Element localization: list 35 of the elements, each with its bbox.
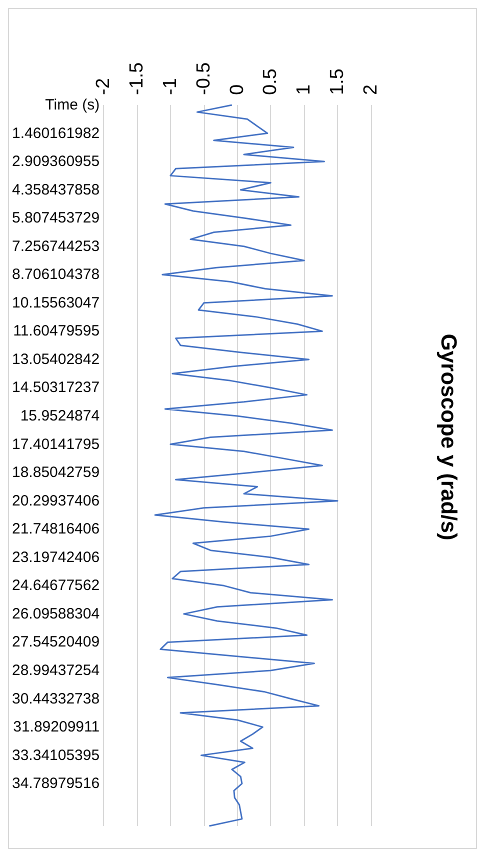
y-tick-label: 18.85042759 (12, 464, 100, 482)
x-tick-label: -0.5 (193, 62, 214, 95)
y-tick-label: 8.706104378 (12, 266, 100, 284)
y-tick-label: 27.54520409 (12, 634, 100, 651)
y-tick-label: 2.909360955 (12, 153, 100, 170)
x-tick-label: 0 (226, 84, 248, 95)
y-tick-label: 31.89209911 (13, 718, 100, 736)
y-tick-label: 17.40141795 (12, 436, 100, 453)
text: Gyroscope y (rad/s) (436, 334, 462, 540)
x-tick-label: -1 (160, 78, 181, 95)
y-tick-label: 23.19742406 (12, 548, 100, 566)
y-tick-label: Time (s) (45, 96, 100, 114)
x-tick-label: -2 (93, 78, 114, 95)
y-tick-label: 4.358437858 (12, 181, 100, 198)
y-tick-label: 20.29937406 (12, 492, 100, 510)
y-tick-label: 33.34105395 (12, 746, 100, 764)
y-tick-label: 15.9524874 (20, 408, 100, 425)
y-tick-label: 24.64677562 (12, 577, 100, 594)
y-tick-label: 1.460161982 (12, 124, 100, 142)
y-tick-label: 30.44332738 (12, 690, 100, 708)
y-tick-label: 7.256744253 (12, 238, 100, 255)
y-tick-label: 5.807453729 (12, 210, 100, 227)
y-tick-label: 21.74816406 (12, 520, 100, 538)
y-tick-label: 10.15563047 (12, 294, 100, 312)
x-tick-label: -1.5 (126, 62, 148, 95)
y-tick-label: 11.60479595 (13, 322, 100, 340)
x-tick-label: 0.5 (260, 68, 282, 95)
y-tick-label: 13.05402842 (12, 350, 100, 368)
y-tick-label: 14.50317237 (12, 379, 100, 396)
x-tick-label: 1 (294, 84, 315, 95)
x-tick-label: 1.5 (327, 68, 348, 95)
y-tick-label: 28.99437254 (12, 662, 100, 679)
y-tick-label: 26.09588304 (12, 605, 100, 622)
y-tick-label: 34.78979516 (12, 775, 100, 792)
x-tick-label: 2 (360, 84, 382, 95)
